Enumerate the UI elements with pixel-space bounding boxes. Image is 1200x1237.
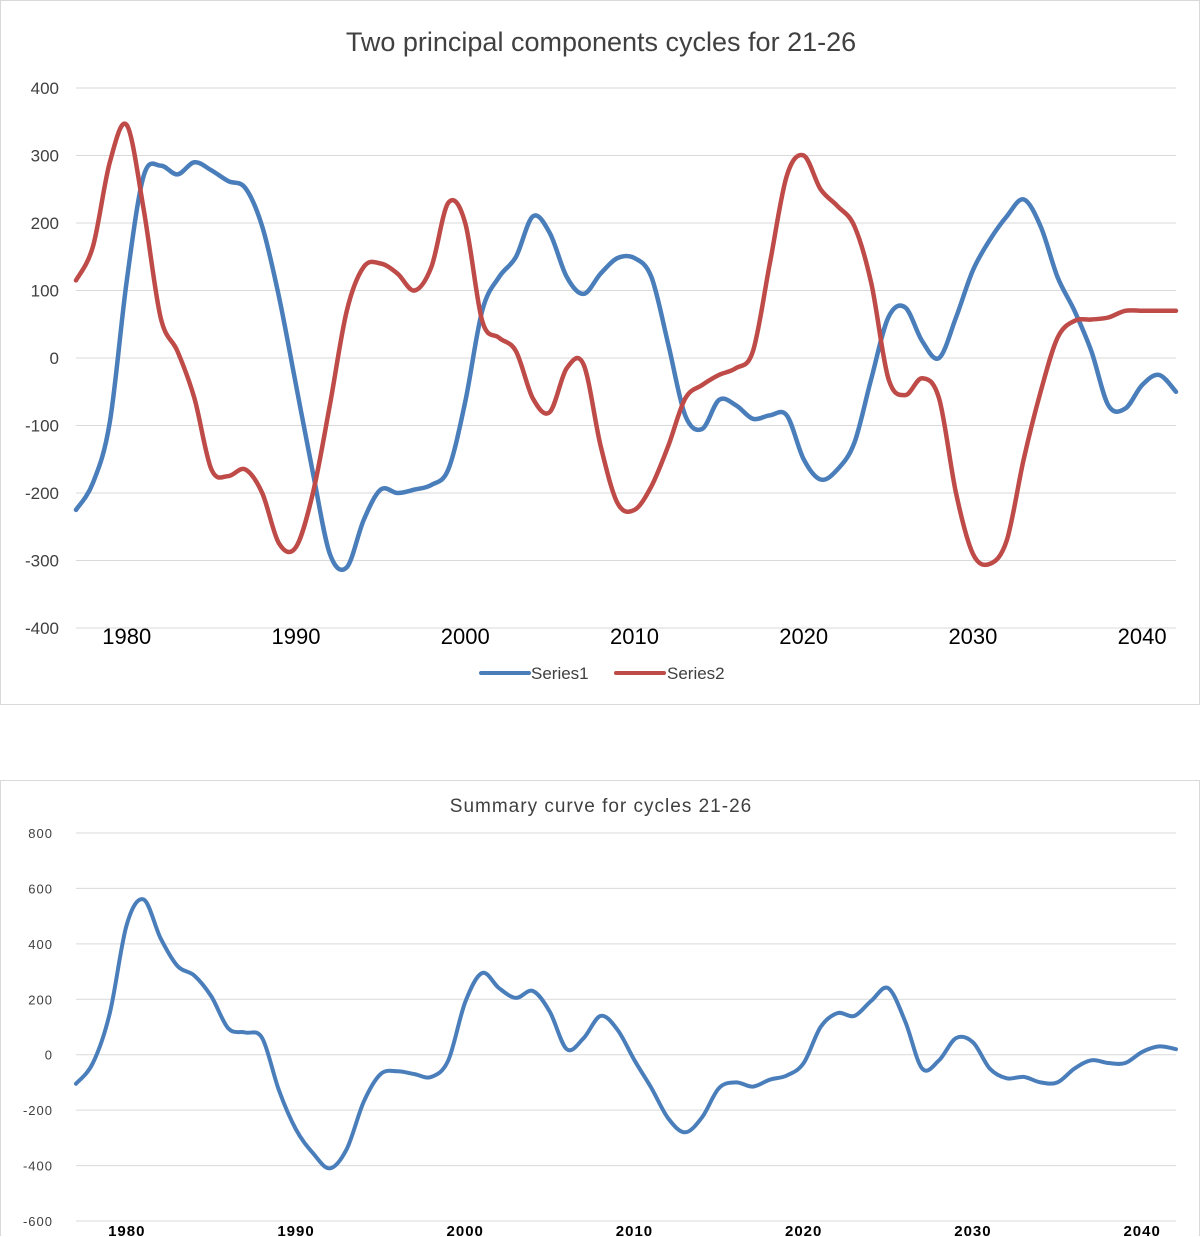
x-tick-label: 1990 xyxy=(272,624,321,649)
y-tick-label: 600 xyxy=(28,881,53,896)
y-tick-label: 100 xyxy=(31,282,59,301)
series-line-1 xyxy=(74,897,1178,1171)
y-tick-label: -200 xyxy=(25,484,59,503)
x-tick-label: 2010 xyxy=(610,624,659,649)
x-tick-label: 2000 xyxy=(441,624,490,649)
legend-series2-label: Series2 xyxy=(667,664,725,683)
y-tick-label: 400 xyxy=(31,79,59,98)
y-tick-label: -100 xyxy=(25,417,59,436)
x-tick-label: 1980 xyxy=(102,624,151,649)
x-tick-label: 2040 xyxy=(1118,624,1167,649)
y-tick-label: 300 xyxy=(31,147,59,166)
y-tick-label: -400 xyxy=(25,619,59,638)
x-tick-label: 2020 xyxy=(779,624,828,649)
y-tick-label: 200 xyxy=(31,214,59,233)
y-tick-label: 0 xyxy=(50,349,59,368)
principal-components-chart-panel: -400 -300 -200 -100 0 100 200 300 400 1980 1990 20… xyxy=(0,0,1200,705)
y-tick-label: -400 xyxy=(23,1159,53,1174)
x-tick-label: 1980 xyxy=(108,1223,145,1237)
summary-curve-chart: -600 -400 -200 0 200 400 600 800 1980 1990 2000 20… xyxy=(23,796,1178,1237)
principal-components-chart: -400 -300 -200 -100 0 100 200 300 400 1980 1990 20… xyxy=(25,27,1179,683)
x-tick-label: 2040 xyxy=(1123,1223,1160,1237)
series-line-2 xyxy=(73,121,1179,568)
y-tick-label: 0 xyxy=(45,1048,53,1063)
chart2-title: Summary curve for cycles 21-26 xyxy=(450,796,752,817)
x-tick-label: 2000 xyxy=(447,1223,484,1237)
legend: Series1 Series2 xyxy=(479,664,725,683)
series-line-1 xyxy=(73,160,1179,573)
chart1-title: Two principal components cycles for 21-2… xyxy=(346,27,856,57)
y-tick-label: -600 xyxy=(23,1214,53,1229)
y-tick-label: 400 xyxy=(28,937,53,952)
y-tick-label: -300 xyxy=(25,552,59,571)
x-tick-label: 2020 xyxy=(785,1223,822,1237)
summary-curve-chart-panel: -600 -400 -200 0 200 400 600 800 1980 1990 2000 20… xyxy=(0,780,1200,1237)
x-tick-label: 2010 xyxy=(616,1223,653,1237)
legend-series1-label: Series1 xyxy=(531,664,589,683)
y-tick-label: 200 xyxy=(28,992,53,1007)
x-tick-label: 1990 xyxy=(277,1223,314,1237)
x-tick-label: 2030 xyxy=(954,1223,991,1237)
x-tick-label: 2030 xyxy=(948,624,997,649)
y-tick-label: -200 xyxy=(23,1103,53,1118)
y-tick-label: 800 xyxy=(28,826,53,841)
